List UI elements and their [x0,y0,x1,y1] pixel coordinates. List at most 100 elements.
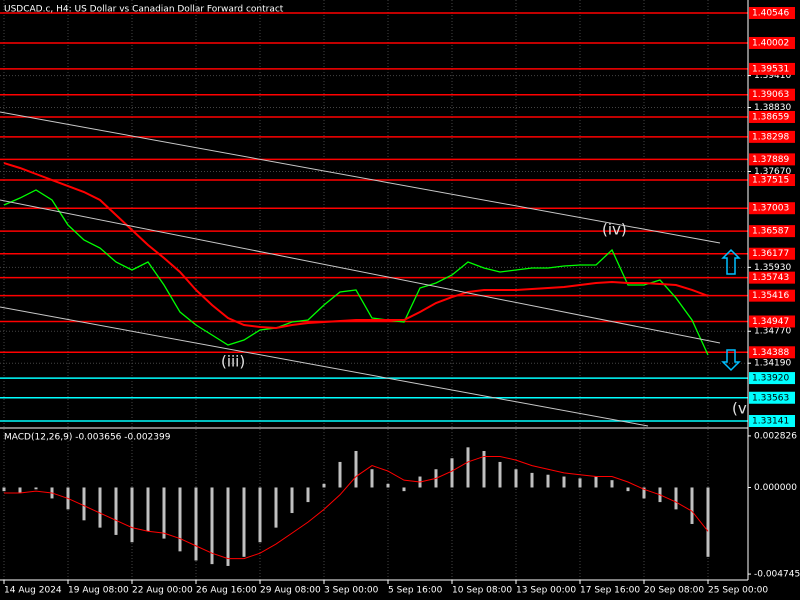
channel-line [0,306,649,427]
price-level-box [749,225,795,238]
price-level-label: 1.37515 [752,176,789,186]
y-tick-label: 1.38830 [754,103,791,113]
macd-bar [194,487,198,561]
price-level-box [749,62,795,75]
price-level-box [749,36,795,49]
price-level-label: 1.35743 [752,273,789,283]
macd-bar [466,447,470,488]
price-level-box [749,110,795,123]
down-arrow [721,349,741,372]
macd-bar [674,487,678,510]
macd-bar [498,461,502,488]
wave-label: (iv) [602,221,627,239]
macd-bar [578,478,582,488]
price-level-label: 1.39063 [752,90,789,100]
price-level-label: 1.33141 [752,417,789,427]
price-level-label: 1.33563 [752,393,789,403]
macd-bar [162,487,166,539]
macd-bar [226,487,230,566]
wave-label: (v [732,400,747,418]
macd-bar [514,469,518,488]
x-tick-label: 19 Aug 08:00 [68,586,129,596]
x-tick-label: 13 Sep 00:00 [516,586,576,596]
chart-title: USDCAD.c, H4: US Dollar vs Canadian Doll… [4,5,284,15]
macd-bar [450,458,454,488]
x-tick-label: 25 Sep 00:00 [708,586,768,596]
price-level-box [749,372,795,385]
moving-average [3,162,709,330]
macd-bar [562,476,566,488]
y-tick-label: -0.004745 [754,570,800,580]
macd-bar [274,487,278,528]
x-tick-label: 29 Aug 08:00 [260,586,321,596]
price-level-box [749,174,795,187]
price-level-label: 1.34388 [752,348,789,358]
macd-bar [338,461,342,488]
price-level-box [749,130,795,143]
macd-bar [354,450,358,488]
channel-line [0,111,721,244]
y-tick-label: 0.000000 [754,483,797,493]
price-level-box [749,202,795,215]
macd-bar [146,487,150,532]
macd-bar [178,487,182,552]
macd-bar [2,487,6,492]
macd-bar [690,487,694,524]
macd-bar [610,480,614,488]
price-level-box [749,271,795,284]
macd-bar [98,487,102,528]
x-tick-label: 14 Aug 2024 [4,586,62,596]
x-tick-label: 22 Aug 00:00 [132,586,193,596]
macd-bar [594,476,598,488]
price-level-label: 1.40002 [752,38,789,48]
macd-bar [322,483,326,488]
price-level-label: 1.34947 [752,317,789,327]
macd-bar [18,487,22,493]
macd-bar [210,487,214,565]
macd-title: MACD(12,26,9) -0.003656 -0.002399 [4,433,171,443]
macd-bar [642,487,646,499]
price-level-label: 1.37003 [752,204,789,214]
macd-bar [114,487,118,535]
price-line [3,189,709,356]
price-level-box [749,247,795,260]
macd-bar [386,483,390,488]
x-tick-label: 20 Sep 08:00 [644,586,704,596]
price-level-box [749,153,795,166]
y-tick-label: 1.39410 [754,71,791,81]
price-level-label: 1.38659 [752,112,789,122]
price-level-box [749,415,795,428]
price-level-label: 1.36177 [752,249,789,259]
price-level-label: 1.35416 [752,291,789,301]
macd-bar [370,469,374,488]
y-tick-label: 1.35930 [754,263,791,273]
signal-line [4,455,709,560]
macd-bar [546,474,550,488]
channel-line [0,199,721,344]
macd-bar [242,487,246,557]
y-tick-label: 0.002826 [754,431,797,441]
up-arrow [721,248,741,275]
macd-bar [402,487,406,492]
macd-bar [706,487,710,557]
macd-bar [82,487,86,521]
price-level-box [749,88,795,101]
wave-label: (iii) [221,353,245,371]
x-tick-label: 26 Aug 16:00 [196,586,257,596]
price-level-label: 1.40546 [752,9,789,19]
price-level-box [749,391,795,404]
macd-bar [130,487,134,543]
y-tick-label: 1.37670 [754,167,791,177]
y-tick-label: 1.34190 [754,359,791,369]
price-level-box [749,289,795,302]
x-tick-label: 17 Sep 16:00 [580,586,640,596]
y-tick-label: 1.34770 [754,327,791,337]
macd-bar [34,487,38,490]
price-level-box [749,346,795,359]
macd-bar [482,450,486,488]
x-tick-label: 3 Sep 00:00 [324,586,379,596]
macd-bar [258,487,262,543]
x-tick-label: 10 Sep 08:00 [452,586,512,596]
layout [0,0,749,581]
